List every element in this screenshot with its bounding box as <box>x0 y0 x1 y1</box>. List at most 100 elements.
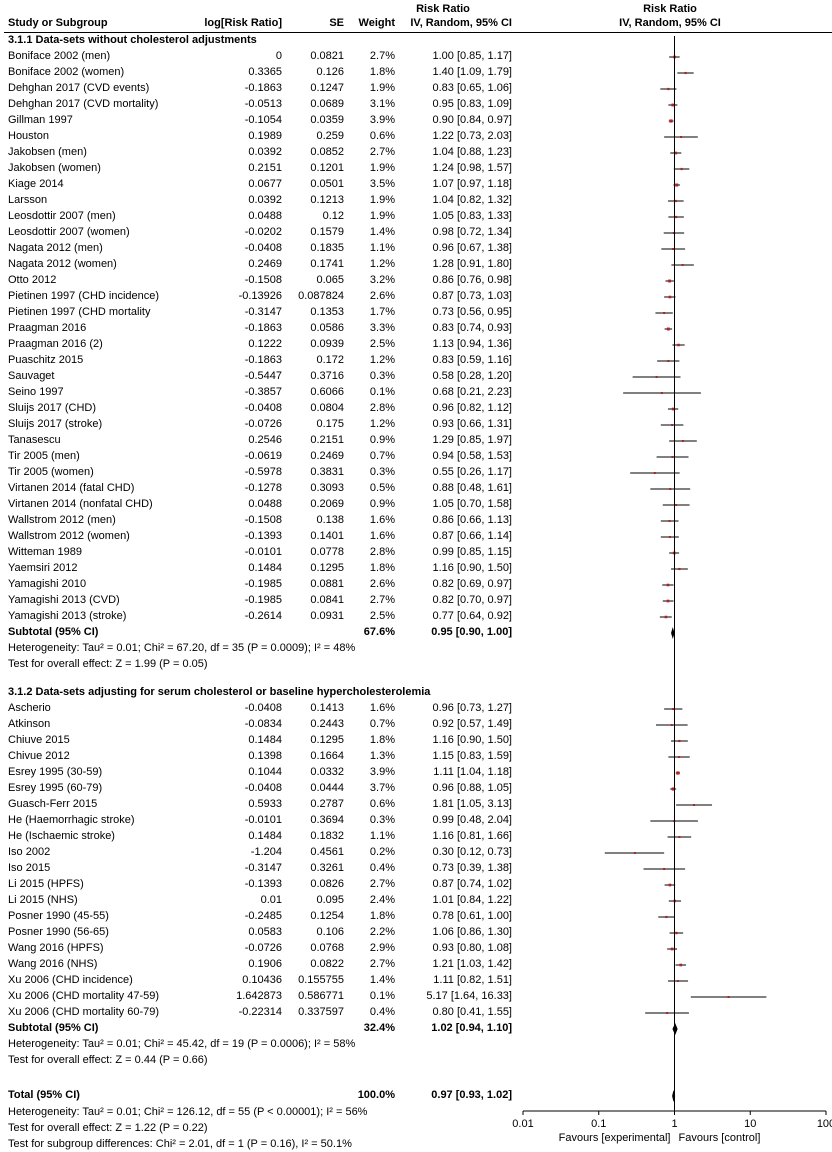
study-ci: 1.01 [0.84, 1.22] <box>432 894 512 906</box>
point-estimate <box>633 852 636 854</box>
point-estimate <box>676 771 680 775</box>
study-se: 0.2443 <box>310 718 344 730</box>
study-weight: 2.5% <box>369 338 395 350</box>
study-weight: 1.8% <box>369 562 395 574</box>
point-estimate <box>663 868 666 870</box>
study-name: Gillman 1997 <box>8 114 73 126</box>
point-estimate <box>667 360 670 362</box>
point-estimate <box>680 136 683 138</box>
study-se: 0.0768 <box>310 942 344 954</box>
study-weight: 2.7% <box>369 50 395 62</box>
study-name: Yamagishi 2013 (stroke) <box>8 610 127 622</box>
study-se: 0.0822 <box>310 958 344 970</box>
study-ci: 0.68 [0.21, 2.23] <box>432 386 512 398</box>
study-se: 0.586771 <box>298 990 344 1002</box>
study-name: Yamagishi 2013 (CVD) <box>8 594 120 606</box>
study-weight: 0.3% <box>369 370 395 382</box>
study-se: 0.1401 <box>310 530 344 542</box>
study-ci: 0.99 [0.85, 1.15] <box>432 546 512 558</box>
study-ci: 1.04 [0.88, 1.23] <box>432 146 512 158</box>
study-ci: 0.82 [0.70, 0.97] <box>432 594 512 606</box>
study-logrr: -1.204 <box>250 846 282 858</box>
study-name: Xu 2006 (CHD incidence) <box>8 974 133 986</box>
study-logrr: -0.1985 <box>244 578 282 590</box>
study-name: Praagman 2016 <box>8 322 87 334</box>
study-name: Sluijs 2017 (CHD) <box>8 402 97 414</box>
point-estimate <box>660 392 663 394</box>
study-weight: 0.3% <box>369 466 395 478</box>
study-name: Sauvaget <box>8 370 55 382</box>
study-ci: 0.83 [0.74, 0.93] <box>432 322 512 334</box>
study-weight: 0.9% <box>369 434 395 446</box>
study-se: 0.065 <box>316 274 344 286</box>
study-logrr: -0.1985 <box>244 594 282 606</box>
point-estimate <box>668 279 671 283</box>
study-weight: 1.9% <box>369 82 395 94</box>
study-name: Xu 2006 (CHD mortality 60-79) <box>8 1006 160 1018</box>
point-estimate <box>678 836 681 838</box>
study-ci: 0.95 [0.83, 1.09] <box>432 98 512 110</box>
study-name: Kiage 2014 <box>8 178 64 190</box>
study-ci: 1.28 [0.91, 1.80] <box>432 258 512 270</box>
x-tick-label: 10 <box>744 1118 756 1130</box>
study-ci: 1.16 [0.90, 1.50] <box>432 562 512 574</box>
point-estimate <box>674 151 678 155</box>
study-name: Iso 2015 <box>8 862 51 874</box>
study-ci: 0.82 [0.69, 0.97] <box>432 578 512 590</box>
study-name: Virtanen 2014 (nonfatal CHD) <box>8 498 153 510</box>
study-logrr: 0.0677 <box>248 178 282 190</box>
study-weight: 3.5% <box>369 178 395 190</box>
study-name: Ascherio <box>8 702 51 714</box>
study-weight: 1.3% <box>369 750 395 762</box>
study-weight: 0.4% <box>369 862 395 874</box>
study-logrr: 0.10436 <box>242 974 282 986</box>
point-estimate <box>666 1012 669 1014</box>
study-se: 0.1353 <box>310 306 344 318</box>
study-name: Praagman 2016 (2) <box>8 338 103 350</box>
study-weight: 0.7% <box>369 450 395 462</box>
subtotal-ci: 0.95 [0.90, 1.00] <box>431 626 512 638</box>
study-se: 0.0841 <box>310 594 344 606</box>
point-estimate <box>678 756 681 758</box>
study-weight: 2.8% <box>369 402 395 414</box>
point-estimate <box>669 119 673 123</box>
study-name: Leosdottir 2007 (men) <box>8 210 116 222</box>
study-weight: 1.2% <box>369 354 395 366</box>
study-weight: 1.9% <box>369 162 395 174</box>
study-ci: 1.07 [0.97, 1.18] <box>432 178 512 190</box>
study-ci: 1.16 [0.81, 1.66] <box>432 830 512 842</box>
study-se: 0.1664 <box>310 750 344 762</box>
x-tick-label: 100 <box>817 1118 832 1130</box>
study-name: Houston <box>8 130 49 142</box>
study-weight: 3.2% <box>369 274 395 286</box>
point-estimate <box>671 787 675 791</box>
study-ci: 1.04 [0.82, 1.32] <box>432 194 512 206</box>
study-weight: 1.2% <box>369 418 395 430</box>
point-estimate <box>693 804 696 806</box>
study-weight: 0.4% <box>369 1006 395 1018</box>
study-logrr: 0 <box>275 50 282 62</box>
study-name: Nagata 2012 (men) <box>8 242 103 254</box>
study-ci: 0.96 [0.82, 1.12] <box>432 402 512 414</box>
study-weight: 1.1% <box>369 242 395 254</box>
study-weight: 1.8% <box>369 734 395 746</box>
point-estimate <box>669 488 672 490</box>
study-weight: 1.6% <box>369 702 395 714</box>
point-estimate <box>674 199 677 203</box>
study-name: Li 2015 (NHS) <box>8 894 78 906</box>
study-ci: 0.86 [0.66, 1.13] <box>432 514 512 526</box>
study-ci: 0.30 [0.12, 0.73] <box>432 846 512 858</box>
study-ci: 0.93 [0.66, 1.31] <box>432 418 512 430</box>
study-name: Yaemsiri 2012 <box>8 562 78 574</box>
study-se: 0.6066 <box>310 386 344 398</box>
point-estimate <box>680 167 683 171</box>
study-ci: 1.24 [0.98, 1.57] <box>432 162 512 174</box>
study-logrr: -0.22314 <box>238 1006 282 1018</box>
favours-right-label: Favours [control] <box>679 1132 761 1144</box>
study-logrr: 0.1044 <box>248 766 282 778</box>
study-logrr: 0.0392 <box>248 146 282 158</box>
study-ci: 0.99 [0.48, 2.04] <box>432 814 512 826</box>
study-se: 0.3261 <box>310 862 344 874</box>
study-weight: 1.8% <box>369 66 395 78</box>
study-ci: 0.92 [0.57, 1.49] <box>432 718 512 730</box>
